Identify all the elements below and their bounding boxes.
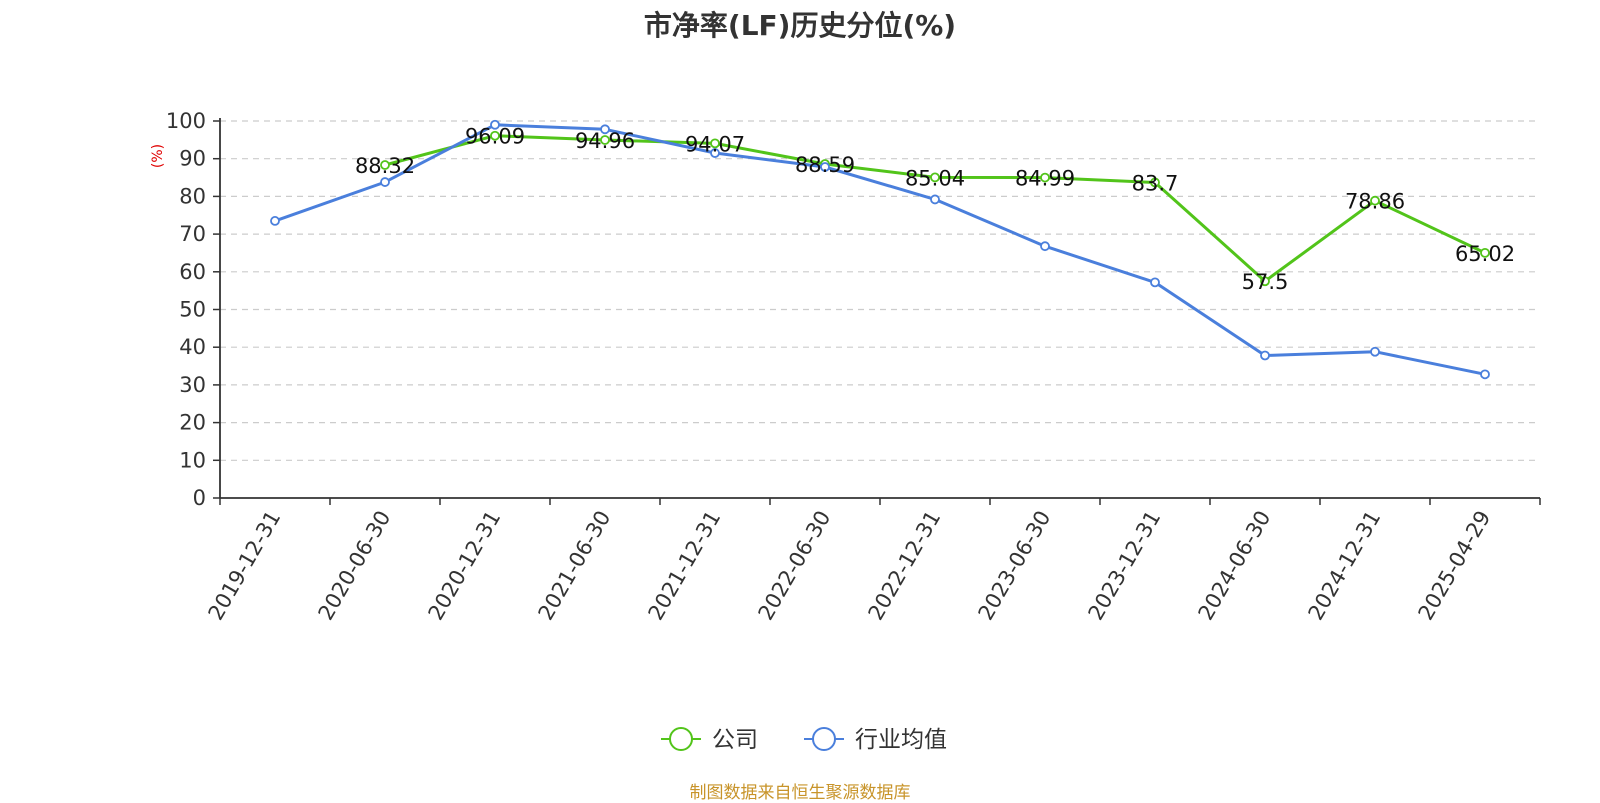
data-label: 65.02 xyxy=(1455,242,1515,266)
data-label: 84.99 xyxy=(1015,167,1075,191)
x-tick-label: 2024-12-31 xyxy=(1304,507,1386,625)
data-point[interactable] xyxy=(1480,247,1490,258)
grid-lines xyxy=(220,120,1540,461)
legend-label: 公司 xyxy=(712,727,758,753)
series-line-0 xyxy=(384,134,1486,283)
data-point[interactable] xyxy=(600,124,610,135)
legend-label: 行业均值 xyxy=(855,727,947,753)
x-tick-label: 2020-12-31 xyxy=(424,507,506,625)
series-line-1 xyxy=(274,123,1486,376)
data-label: 96.09 xyxy=(465,125,525,149)
data-point[interactable] xyxy=(490,130,500,141)
x-tick-label: 2025-04-29 xyxy=(1414,507,1496,625)
legend-marker xyxy=(812,727,836,751)
data-label: 88.32 xyxy=(355,154,415,178)
data-point[interactable] xyxy=(710,138,720,149)
data-label: 83.7 xyxy=(1132,171,1179,195)
data-point[interactable] xyxy=(710,148,720,158)
y-tick-label: 60 xyxy=(179,260,206,284)
data-point[interactable] xyxy=(1040,172,1050,183)
x-tick-label: 2022-06-30 xyxy=(754,507,836,625)
x-tick-label: 2021-12-31 xyxy=(644,507,726,625)
data-label: 85.04 xyxy=(905,166,965,190)
data-label: 94.96 xyxy=(575,129,635,153)
data-point[interactable] xyxy=(820,162,830,172)
data-point[interactable] xyxy=(1150,277,1160,288)
data-point[interactable] xyxy=(490,119,500,130)
chart-title: 市净率(LF)历史分位(%) xyxy=(643,9,957,42)
x-tick-label: 2022-12-31 xyxy=(864,507,946,625)
data-point[interactable] xyxy=(1150,177,1160,188)
x-tick-label: 2021-06-30 xyxy=(534,507,616,625)
data-point[interactable] xyxy=(270,216,280,226)
data-label: 88.59 xyxy=(795,153,855,177)
x-tick-label: 2023-12-31 xyxy=(1084,507,1166,625)
x-tick-label: 2019-12-31 xyxy=(204,507,286,625)
data-label: 94.07 xyxy=(685,132,745,156)
legend-marker xyxy=(669,727,693,751)
data-point[interactable] xyxy=(600,135,610,145)
data-point[interactable] xyxy=(1260,350,1270,361)
y-tick-label: 80 xyxy=(179,184,206,208)
data-point[interactable] xyxy=(380,160,390,170)
legend[interactable]: 公司 行业均值 xyxy=(661,727,947,753)
y-axis-unit-label: (%) xyxy=(150,144,166,168)
data-label: 78.86 xyxy=(1345,190,1405,214)
data-point[interactable] xyxy=(1260,276,1270,287)
y-tick-label: 30 xyxy=(179,373,206,397)
series-lines xyxy=(270,119,1490,380)
x-tick-label: 2024-06-30 xyxy=(1194,507,1276,625)
y-tick-label: 50 xyxy=(179,298,206,322)
y-tick-label: 20 xyxy=(179,411,206,435)
x-tick-label: 2020-06-30 xyxy=(314,507,396,625)
y-tick-label: 0 xyxy=(193,486,206,510)
legend-item-0[interactable]: 公司 xyxy=(661,727,758,753)
data-label: 57.5 xyxy=(1242,270,1289,294)
legend-item-1[interactable]: 行业均值 xyxy=(804,727,947,753)
y-tick-label: 100 xyxy=(166,109,206,133)
y-tick-label: 10 xyxy=(179,448,206,472)
y-tick-label: 40 xyxy=(179,335,206,359)
data-point[interactable] xyxy=(1040,241,1050,252)
data-point[interactable] xyxy=(1480,369,1490,380)
data-point[interactable] xyxy=(930,172,940,183)
y-tick-label: 90 xyxy=(179,147,206,171)
data-point[interactable] xyxy=(1370,346,1380,357)
data-labels: 88.32 96.09 94.96 94.07 88.59 85.04 84.99 83.7 5… xyxy=(355,125,1515,294)
source-note: 制图数据来自恒生聚源数据库 xyxy=(689,783,911,803)
y-tick-label: 70 xyxy=(179,222,206,246)
data-point[interactable] xyxy=(1370,195,1380,206)
data-point[interactable] xyxy=(930,194,940,205)
data-point[interactable] xyxy=(380,177,390,187)
x-tick-label: 2023-06-30 xyxy=(974,507,1056,625)
